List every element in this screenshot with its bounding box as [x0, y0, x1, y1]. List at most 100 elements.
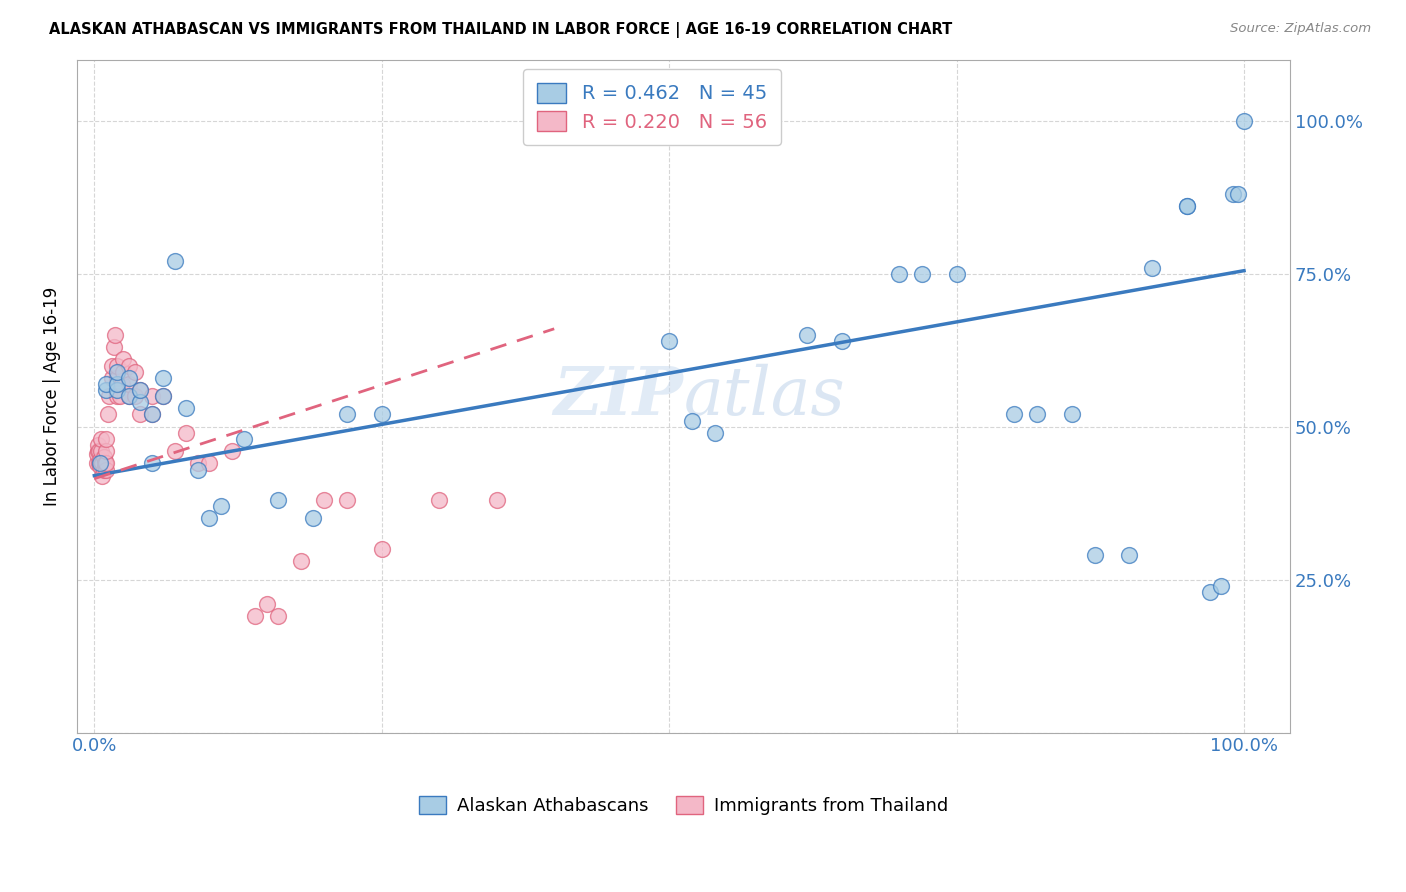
- Point: [267, 493, 290, 508]
- Point: [1209, 579, 1232, 593]
- Point: [129, 383, 152, 397]
- Point: [141, 408, 163, 422]
- Point: [152, 370, 174, 384]
- Point: [118, 389, 141, 403]
- Point: [485, 493, 508, 508]
- Point: [336, 493, 359, 508]
- Point: [1118, 548, 1140, 562]
- Point: [93, 450, 115, 465]
- Point: [90, 444, 112, 458]
- Point: [911, 267, 934, 281]
- Point: [94, 383, 117, 397]
- Point: [87, 438, 110, 452]
- Point: [129, 395, 152, 409]
- Point: [1026, 408, 1049, 422]
- Point: [86, 456, 108, 470]
- Point: [91, 468, 114, 483]
- Point: [336, 408, 359, 422]
- Point: [118, 359, 141, 373]
- Point: [152, 389, 174, 403]
- Point: [141, 408, 163, 422]
- Point: [1233, 113, 1256, 128]
- Point: [1175, 199, 1198, 213]
- Point: [105, 383, 128, 397]
- Point: [221, 444, 243, 458]
- Point: [245, 609, 267, 624]
- Point: [94, 376, 117, 391]
- Y-axis label: In Labor Force | Age 16-19: In Labor Force | Age 16-19: [44, 286, 60, 506]
- Point: [87, 444, 110, 458]
- Point: [945, 267, 967, 281]
- Point: [371, 542, 394, 557]
- Point: [105, 359, 128, 373]
- Point: [104, 327, 127, 342]
- Point: [1140, 260, 1163, 275]
- Point: [1083, 548, 1105, 562]
- Point: [129, 408, 152, 422]
- Point: [89, 453, 111, 467]
- Point: [831, 334, 853, 348]
- Point: [86, 447, 108, 461]
- Point: [887, 267, 910, 281]
- Point: [681, 413, 703, 427]
- Point: [129, 383, 152, 397]
- Text: ZIP: ZIP: [554, 364, 683, 428]
- Point: [163, 254, 186, 268]
- Point: [103, 340, 125, 354]
- Point: [371, 408, 394, 422]
- Point: [152, 389, 174, 403]
- Point: [187, 456, 209, 470]
- Point: [314, 493, 336, 508]
- Legend: Alaskan Athabascans, Immigrants from Thailand: Alaskan Athabascans, Immigrants from Tha…: [412, 789, 955, 822]
- Point: [98, 389, 121, 403]
- Point: [124, 389, 146, 403]
- Point: [87, 456, 110, 470]
- Point: [93, 462, 115, 476]
- Point: [176, 401, 198, 416]
- Point: [89, 456, 111, 470]
- Point: [1060, 408, 1083, 422]
- Point: [118, 376, 141, 391]
- Point: [112, 352, 135, 367]
- Point: [290, 554, 312, 568]
- Point: [301, 511, 323, 525]
- Point: [232, 432, 254, 446]
- Point: [176, 425, 198, 440]
- Point: [1198, 585, 1220, 599]
- Point: [704, 425, 727, 440]
- Point: [90, 432, 112, 446]
- Point: [118, 389, 141, 403]
- Point: [141, 389, 163, 403]
- Point: [1222, 187, 1244, 202]
- Point: [796, 327, 818, 342]
- Text: Source: ZipAtlas.com: Source: ZipAtlas.com: [1230, 22, 1371, 36]
- Point: [209, 500, 232, 514]
- Point: [105, 389, 128, 403]
- Point: [141, 456, 163, 470]
- Point: [108, 389, 131, 403]
- Point: [112, 365, 135, 379]
- Point: [100, 370, 122, 384]
- Point: [163, 444, 186, 458]
- Point: [94, 456, 117, 470]
- Point: [187, 462, 209, 476]
- Point: [198, 456, 221, 470]
- Text: atlas: atlas: [683, 363, 845, 429]
- Point: [1002, 408, 1025, 422]
- Point: [93, 456, 115, 470]
- Point: [198, 511, 221, 525]
- Point: [87, 444, 110, 458]
- Point: [124, 365, 146, 379]
- Point: [97, 408, 120, 422]
- Point: [256, 597, 278, 611]
- Point: [105, 365, 128, 379]
- Text: ALASKAN ATHABASCAN VS IMMIGRANTS FROM THAILAND IN LABOR FORCE | AGE 16-19 CORREL: ALASKAN ATHABASCAN VS IMMIGRANTS FROM TH…: [49, 22, 952, 38]
- Point: [105, 376, 128, 391]
- Point: [94, 444, 117, 458]
- Point: [111, 376, 134, 391]
- Point: [94, 462, 117, 476]
- Point: [658, 334, 681, 348]
- Point: [427, 493, 450, 508]
- Point: [91, 456, 114, 470]
- Point: [105, 370, 128, 384]
